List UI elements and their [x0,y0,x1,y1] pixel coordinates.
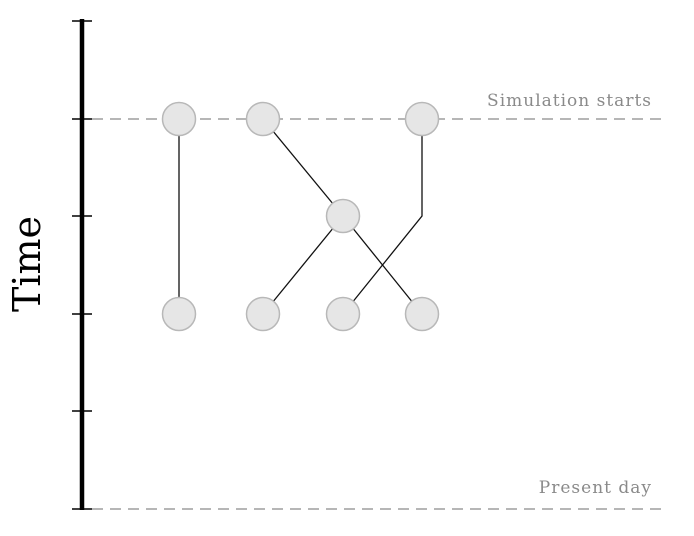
node-bottom-2 [245,296,281,332]
node-bottom-1 [161,296,197,332]
lineage-edges [178,118,423,315]
lineage-edge [342,119,423,315]
time-axis-group [72,19,92,510]
present-day-label: Present day [539,478,652,498]
node-bottom-4 [404,296,440,332]
lineage-edge [262,215,344,315]
time-axis-label: Time [5,216,49,312]
lineage-edge [262,118,344,217]
node-top-3 [404,101,440,137]
node-top-1 [161,101,197,137]
node-mid-1 [325,198,361,234]
node-bottom-3 [325,296,361,332]
simulation-start-label: Simulation starts [487,91,652,111]
node-top-2 [245,101,281,137]
lineage-nodes [161,101,440,332]
